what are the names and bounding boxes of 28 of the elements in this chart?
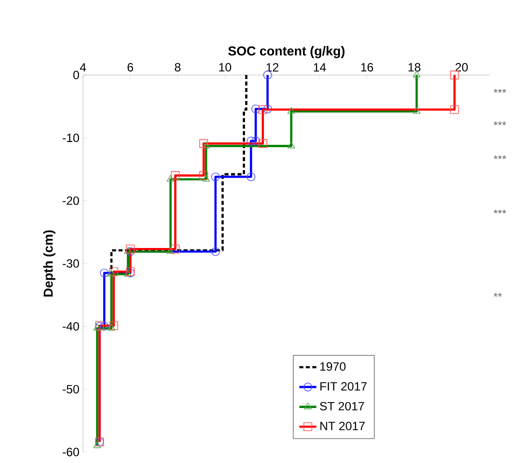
- x-tick-label: 14: [314, 63, 326, 72]
- text: ***: [494, 210, 506, 214]
- x-tick-label: 20: [456, 63, 468, 72]
- y-tick-label: -30: [62, 259, 80, 268]
- text: ***: [494, 88, 506, 93]
- x-axis-title: SOC content (g/kg): [228, 46, 344, 58]
- legend-label: NT 2017: [320, 422, 365, 430]
- y-tick-label: -20: [62, 196, 80, 205]
- x-tick-label: 12: [266, 63, 278, 72]
- y-tick-label: -10: [62, 134, 80, 142]
- x-tick-label: 10: [219, 63, 232, 72]
- y-tick-label: -60: [62, 448, 80, 456]
- legend-label: ST 2017: [320, 402, 364, 410]
- x-tick-label: 8: [174, 63, 180, 72]
- x-tick-label: 16: [361, 63, 374, 72]
- x-tick-label: 4: [80, 63, 86, 72]
- y-tick-label: -50: [62, 384, 80, 394]
- y-tick-label: 0: [73, 70, 80, 80]
- text: ***: [494, 121, 506, 126]
- x-tick-label: 6: [128, 63, 134, 72]
- legend-label: FIT 2017: [320, 382, 367, 391]
- text: ***: [494, 155, 506, 160]
- x-tick-label: 18: [408, 63, 420, 72]
- y-tick-label: -40: [62, 322, 80, 331]
- y-axis-title: Depth (cm): [43, 230, 56, 296]
- legend-label: 1970: [320, 362, 346, 371]
- line-series: [110, 74, 248, 274]
- text: **: [494, 292, 502, 297]
